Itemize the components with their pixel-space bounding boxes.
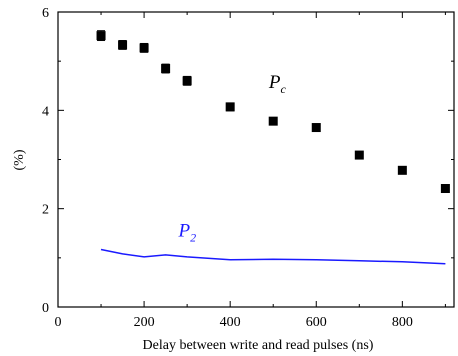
data-point xyxy=(118,40,128,50)
x-tick-label: 0 xyxy=(55,315,62,330)
series-label-main: P xyxy=(268,72,281,93)
series-label-subscript: 2 xyxy=(190,231,196,245)
x-tick-label: 200 xyxy=(134,315,155,330)
series-marks xyxy=(96,30,450,265)
series-Pc xyxy=(96,30,450,194)
x-tick-label: 800 xyxy=(392,315,413,330)
y-tick-label: 6 xyxy=(42,6,49,21)
y-tick-label: 2 xyxy=(42,203,49,218)
series-label-main: P xyxy=(178,221,191,242)
y-tick-label: 0 xyxy=(42,301,49,316)
y-tick-label: 4 xyxy=(42,104,49,119)
x-axis-title: Delay between write and read pulses (ns) xyxy=(143,338,374,353)
data-point xyxy=(268,116,278,126)
series-label-P2: P2 xyxy=(178,221,197,245)
data-point xyxy=(440,184,450,194)
series-label-subscript: c xyxy=(281,82,287,96)
data-point xyxy=(96,31,106,41)
plot-border xyxy=(57,11,455,308)
data-point xyxy=(225,102,235,112)
x-tick-label: 400 xyxy=(220,315,241,330)
y-axis-title: (%) xyxy=(12,149,27,170)
tick-labels: 0 200 400 600 800 0 2 4 6 xyxy=(42,6,413,330)
series-label-Pc: Pc xyxy=(268,72,287,96)
data-point xyxy=(161,64,171,74)
series-line xyxy=(100,248,446,265)
axis-ticks xyxy=(57,11,454,308)
x-tick-label: 600 xyxy=(306,315,327,330)
data-point xyxy=(182,76,192,86)
data-point xyxy=(397,165,407,175)
data-point xyxy=(139,43,149,53)
data-point xyxy=(354,150,364,160)
plot-frame xyxy=(57,11,455,308)
series-P2 xyxy=(100,248,446,265)
data-point xyxy=(311,123,321,133)
